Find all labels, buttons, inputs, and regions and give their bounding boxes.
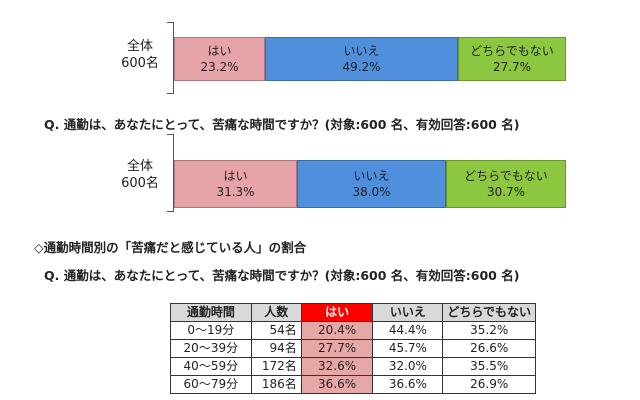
chart-2: 全体 600名 はい 31.3% いいえ 38.0% どちらでもない 30.7% (0, 130, 640, 216)
chart-2-tick-top (167, 134, 173, 135)
col-count: 人数 (250, 303, 302, 322)
chart-1-bar-neutral: どちらでもない 27.7% (458, 37, 566, 81)
chart-2-tick-bottom (167, 211, 173, 212)
col-commute-time: 通勤時間 (170, 303, 252, 322)
cell-count: 94名 (250, 339, 302, 358)
table-body: 0～19分 54名 20.4% 44.4% 35.2% 20～39分 94名 27.7% 45.… (170, 321, 536, 394)
chart-2-bar-no-name: いいえ (353, 169, 390, 183)
chart-2-bar-neutral: どちらでもない 30.7% (446, 160, 566, 208)
chart-1-bar-no-name: いいえ (343, 44, 380, 58)
chart-2-axis (173, 134, 174, 212)
cell-count: 172名 (250, 357, 302, 376)
cell-neutral: 26.9% (442, 375, 536, 394)
chart-2-bar-neutral-name: どちらでもない (464, 169, 548, 183)
chart-1-bar-no-value: 49.2% (342, 60, 381, 74)
cell-yes: 27.7% (300, 339, 374, 358)
cell-commute-time: 60～79分 (170, 375, 252, 394)
chart-2-group-label-line1: 全体 (126, 159, 153, 174)
cell-neutral: 35.5% (442, 357, 536, 376)
chart-2-bar-neutral-value: 30.7% (486, 185, 526, 199)
chart-2-group-label-line2: 600名 (121, 176, 159, 191)
chart-2-bar-yes: はい 31.3% (174, 160, 297, 208)
chart-1: 全体 600名 はい 23.2% いいえ 49.2% どちらでもない 27.7% (0, 0, 640, 100)
col-neutral: どちらでもない (442, 303, 536, 322)
cell-commute-time: 20～39分 (170, 339, 252, 358)
table-row: 60～79分 186名 36.6% 36.6% 26.9% (170, 375, 536, 394)
cell-neutral: 35.2% (442, 321, 536, 340)
cell-count: 186名 (250, 375, 302, 394)
chart-2-question: Q. 通勤は、あなたにとって、苦痛な時間ですか？(対象:600 名、有効回答:6… (44, 117, 520, 132)
cell-count: 54名 (250, 321, 302, 340)
section-heading: ◇通勤時間別の「苦痛だと感じている人」の割合 (34, 240, 307, 255)
col-no: いいえ (372, 303, 444, 322)
cell-yes: 32.6% (300, 357, 374, 376)
chart-1-tick-top (167, 22, 173, 23)
chart-2-bar-no: いいえ 38.0% (297, 160, 446, 208)
cell-commute-time: 40～59分 (170, 357, 252, 376)
chart-2-bar-yes-name: はい (223, 169, 248, 183)
chart-1-axis (173, 22, 174, 94)
chart-2-bar-no-value: 38.0% (352, 185, 391, 199)
cell-yes: 36.6% (300, 375, 374, 394)
chart-1-bar-neutral-value: 27.7% (492, 60, 532, 74)
table-header-row: 通勤時間 人数 はい いいえ どちらでもない (170, 303, 536, 322)
table-row: 20～39分 94名 27.7% 45.7% 26.6% (170, 339, 536, 358)
cell-commute-time: 0～19分 (170, 321, 252, 340)
chart-1-bar-yes: はい 23.2% (174, 37, 265, 81)
chart-2-bar-yes-value: 31.3% (216, 185, 255, 199)
cell-no: 32.0% (372, 357, 444, 376)
chart-1-bar-no: いいえ 49.2% (265, 37, 458, 81)
chart-1-tick-bottom (167, 93, 173, 94)
table-question: Q. 通勤は、あなたにとって、苦痛な時間ですか？(対象:600 名、有効回答:6… (44, 268, 520, 283)
commute-table: 通勤時間 人数 はい いいえ どちらでもない 0～19分 54名 20.4% 44.4… (170, 303, 536, 394)
chart-1-group-label: 全体 600名 (110, 38, 170, 72)
cell-no: 36.6% (372, 375, 444, 394)
chart-1-bar-yes-name: はい (207, 44, 232, 58)
table-row: 40～59分 172名 32.6% 32.0% 35.5% (170, 357, 536, 376)
cell-yes: 20.4% (300, 321, 374, 340)
chart-1-bar-yes-value: 23.2% (200, 60, 239, 74)
cell-no: 44.4% (372, 321, 444, 340)
chart-1-group-label-line2: 600名 (121, 56, 159, 71)
chart-1-bar-neutral-name: どちらでもない (470, 44, 554, 58)
cell-neutral: 26.6% (442, 339, 536, 358)
chart-2-group-label: 全体 600名 (110, 158, 170, 192)
table-row: 0～19分 54名 20.4% 44.4% 35.2% (170, 321, 536, 340)
chart-1-group-label-line1: 全体 (126, 39, 153, 54)
col-yes: はい (300, 303, 374, 322)
cell-no: 45.7% (372, 339, 444, 358)
